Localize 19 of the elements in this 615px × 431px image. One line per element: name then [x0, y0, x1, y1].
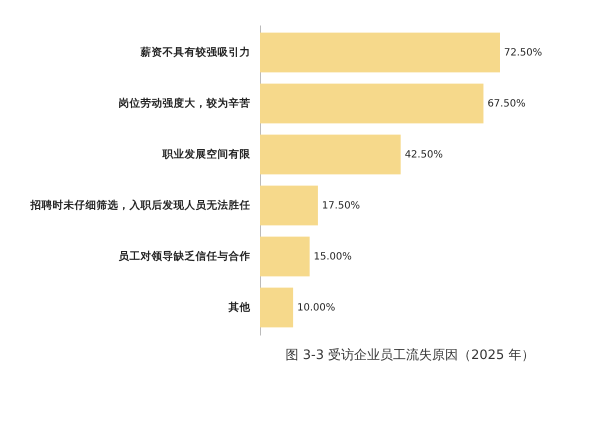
- bar: [260, 134, 401, 174]
- bar: [260, 84, 484, 124]
- bar: [260, 236, 310, 276]
- data-label: 67.50%: [487, 98, 526, 110]
- data-label: 42.50%: [404, 150, 443, 161]
- y-tick-label: 职业发展空间有限: [162, 148, 252, 161]
- data-label: 10.00%: [297, 302, 336, 314]
- data-label: 72.50%: [504, 48, 542, 59]
- text: 图 3-3 受访企业员工流失原因（2025 年）: [286, 347, 534, 363]
- y-tick-label: 招聘时未仔细筛选，入职后发现人员无法胜任: [30, 198, 250, 212]
- bar: [260, 32, 500, 72]
- y-tick-label: 其他: [228, 300, 252, 314]
- y-tick-label: 员工对领导缺乏信任与合作: [118, 249, 250, 262]
- bar: [260, 288, 294, 328]
- data-label: 17.50%: [322, 200, 360, 212]
- bar: [260, 186, 318, 226]
- data-label: 15.00%: [314, 251, 352, 262]
- y-tick-label: 薪资不具有较强吸引力: [140, 46, 250, 59]
- y-tick-label: 岗位劳动强度大，较为辛苦: [118, 96, 250, 110]
